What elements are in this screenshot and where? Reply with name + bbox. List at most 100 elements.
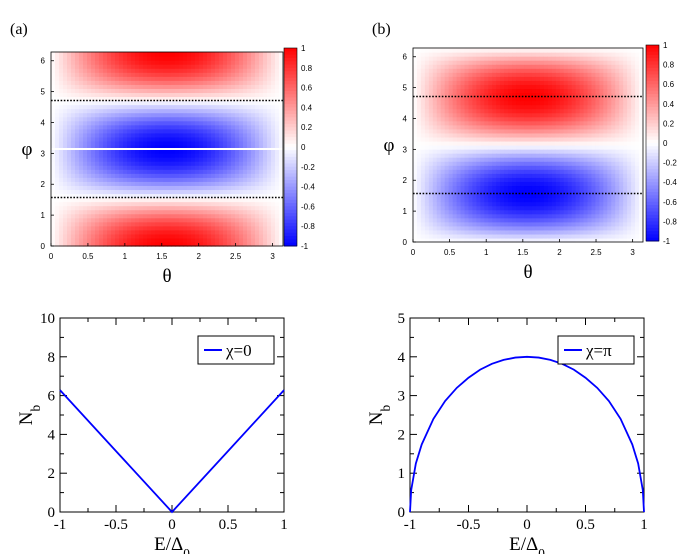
heatmap-cell — [59, 165, 64, 170]
heatmap-cell — [79, 177, 84, 182]
heatmap-cell — [79, 56, 84, 61]
heatmap-cell — [87, 209, 92, 215]
heatmap-cell — [75, 88, 80, 94]
heatmap-cell — [147, 169, 152, 174]
heatmap-cell — [448, 120, 454, 126]
heatmap-cell — [127, 52, 132, 57]
heatmap-cell — [428, 124, 434, 130]
heatmap-cell — [512, 68, 517, 73]
heatmap-cell — [528, 193, 533, 199]
heatmap-cell — [468, 217, 474, 223]
heatmap-cell — [571, 165, 577, 170]
heatmap-cell — [227, 100, 232, 106]
heatmap-cell — [103, 76, 108, 81]
heatmap-cell — [452, 229, 458, 235]
heatmap-cell — [456, 149, 462, 154]
heatmap-cell — [460, 48, 466, 53]
heatmap-cell — [436, 221, 442, 227]
heatmap-cell — [83, 120, 88, 126]
heatmap-cell — [195, 64, 200, 69]
heatmap-cell — [139, 177, 144, 182]
heatmap-cell — [551, 201, 557, 207]
heatmap-cell — [107, 72, 112, 77]
heatmap-cell — [99, 52, 104, 57]
heatmap-cell — [512, 221, 517, 227]
heatmap-cell — [211, 233, 216, 239]
heatmap-cell — [55, 128, 60, 134]
heatmap-cell — [551, 136, 557, 142]
heatmap-cell — [231, 157, 236, 162]
heatmap-cell — [215, 128, 220, 134]
heatmap-cell — [59, 68, 64, 73]
heatmap-cell — [535, 104, 541, 110]
heatmap-cell — [476, 68, 482, 73]
heatmap-cell — [500, 189, 505, 195]
heatmap-cell — [123, 124, 128, 130]
heatmap-cell — [460, 169, 466, 174]
colorbar-step — [284, 114, 297, 118]
heatmap-cell — [67, 241, 72, 247]
heatmap-cell — [563, 213, 569, 219]
heatmap-cell — [547, 48, 553, 53]
heatmap-cell — [547, 80, 553, 85]
heatmap-cell — [167, 108, 172, 114]
heatmap-cell — [531, 229, 537, 235]
heatmap-cell — [531, 225, 537, 231]
heatmap-cell — [432, 217, 438, 223]
heatmap-cell — [155, 169, 160, 174]
heatmap-cell — [167, 237, 172, 243]
heatmap-cell — [199, 72, 204, 77]
heatmap-cell — [539, 128, 545, 134]
heatmap-cell — [203, 241, 208, 247]
heatmap-cell — [255, 241, 260, 247]
heatmap-cell — [131, 128, 136, 134]
heatmap-cell — [55, 173, 60, 178]
heatmap-cell — [239, 197, 244, 203]
heatmap-cell — [207, 189, 212, 195]
heatmap-cell — [468, 205, 474, 211]
heatmap-cell — [543, 132, 549, 138]
heatmap-cell — [71, 80, 76, 85]
heatmap-cell — [239, 185, 244, 191]
heatmap-cell — [147, 120, 152, 126]
heatmap-cell — [143, 88, 148, 94]
heatmap-cell — [215, 60, 220, 65]
heatmap-cell — [416, 221, 422, 227]
heatmap-cell — [259, 153, 264, 158]
heatmap-cell — [496, 124, 501, 130]
heatmap-cell — [428, 120, 434, 126]
heatmap-cell — [235, 241, 240, 247]
heatmap-cell — [71, 72, 76, 77]
heatmap-cell — [496, 173, 501, 178]
heatmap-cell — [107, 132, 112, 138]
heatmap-cell — [520, 145, 525, 150]
heatmap-cell — [119, 165, 124, 170]
heatmap-cell — [55, 136, 60, 142]
heatmap-cell — [472, 108, 478, 114]
heatmap-cell — [211, 140, 216, 146]
heatmap-cell — [452, 88, 458, 94]
heatmap-cell — [567, 108, 573, 114]
heatmap-cell — [67, 173, 72, 178]
heatmap-cell — [468, 185, 474, 191]
heatmap-cell — [575, 165, 581, 170]
heatmap-cell — [583, 157, 589, 162]
heatmap-cell — [203, 221, 208, 227]
heatmap-cell — [480, 100, 485, 106]
heatmap-cell — [167, 157, 172, 162]
heatmap-cell — [107, 153, 112, 158]
heatmap-cell — [539, 60, 545, 65]
heatmap-cell — [115, 116, 120, 122]
heatmap-cell — [579, 197, 585, 203]
heatmap-cell — [111, 209, 116, 215]
heatmap-cell — [79, 72, 84, 77]
heatmap-cell — [428, 181, 434, 187]
heatmap-cell — [187, 233, 192, 239]
heatmap-cell — [79, 181, 84, 186]
heatmap-cell — [528, 76, 533, 81]
heatmap-cell — [131, 108, 136, 114]
heatmap-cell — [143, 157, 148, 162]
heatmap-cell — [567, 100, 573, 106]
heatmap-cell — [263, 68, 268, 73]
heatmap-cell — [275, 116, 280, 122]
